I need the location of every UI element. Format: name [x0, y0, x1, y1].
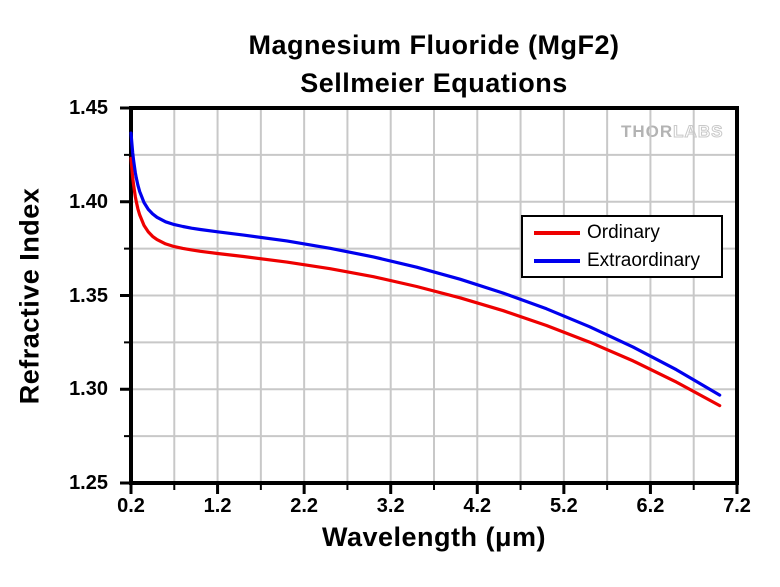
legend-label-ordinary: Ordinary: [587, 221, 660, 243]
chart-title-line2: Sellmeier Equations: [300, 68, 568, 98]
y-tick-label: 1.35: [69, 284, 108, 307]
x-tick-label: 4.2: [463, 495, 492, 517]
x-tick-label: 6.2: [636, 495, 665, 517]
ordinary-curve: [129, 156, 722, 408]
legend-line-sample-ordinary: [534, 230, 580, 235]
legend-line-sample-extraordinary: [534, 258, 580, 263]
extraordinary-curve: [129, 131, 722, 397]
thorlabs-watermark-thor: THOR: [621, 122, 674, 141]
x-axis-title: Wavelength (μm): [321, 522, 547, 552]
x-tick-label: 7.2: [723, 495, 751, 517]
y-tick-label: 1.45: [69, 97, 108, 119]
legend: Ordinary Extraordinary: [521, 215, 723, 278]
legend-label-extraordinary: Extraordinary: [587, 249, 700, 271]
plot-frame: [129, 106, 739, 485]
chart-title: Magnesium Fluoride (MgF2) Sellmeier Equa…: [131, 26, 737, 102]
y-tick-label: 1.25: [69, 472, 108, 494]
x-tick-label: 5.2: [549, 495, 578, 517]
thorlabs-watermark-labs: LABS: [673, 122, 724, 142]
x-tick-label: 0.2: [117, 495, 145, 517]
x-tick-label: 1.2: [203, 495, 232, 517]
thorlabs-watermark: THORLABS: [621, 122, 723, 142]
legend-item-ordinary: Ordinary: [523, 220, 721, 245]
y-tick-label: 1.40: [69, 190, 108, 213]
chart-title-line1: Magnesium Fluoride (MgF2): [248, 30, 620, 60]
y-tick-label: 1.30: [69, 378, 108, 401]
x-tick-label: 3.2: [376, 495, 405, 517]
legend-item-extraordinary: Extraordinary: [523, 248, 721, 273]
x-tick-label: 2.2: [290, 495, 319, 517]
